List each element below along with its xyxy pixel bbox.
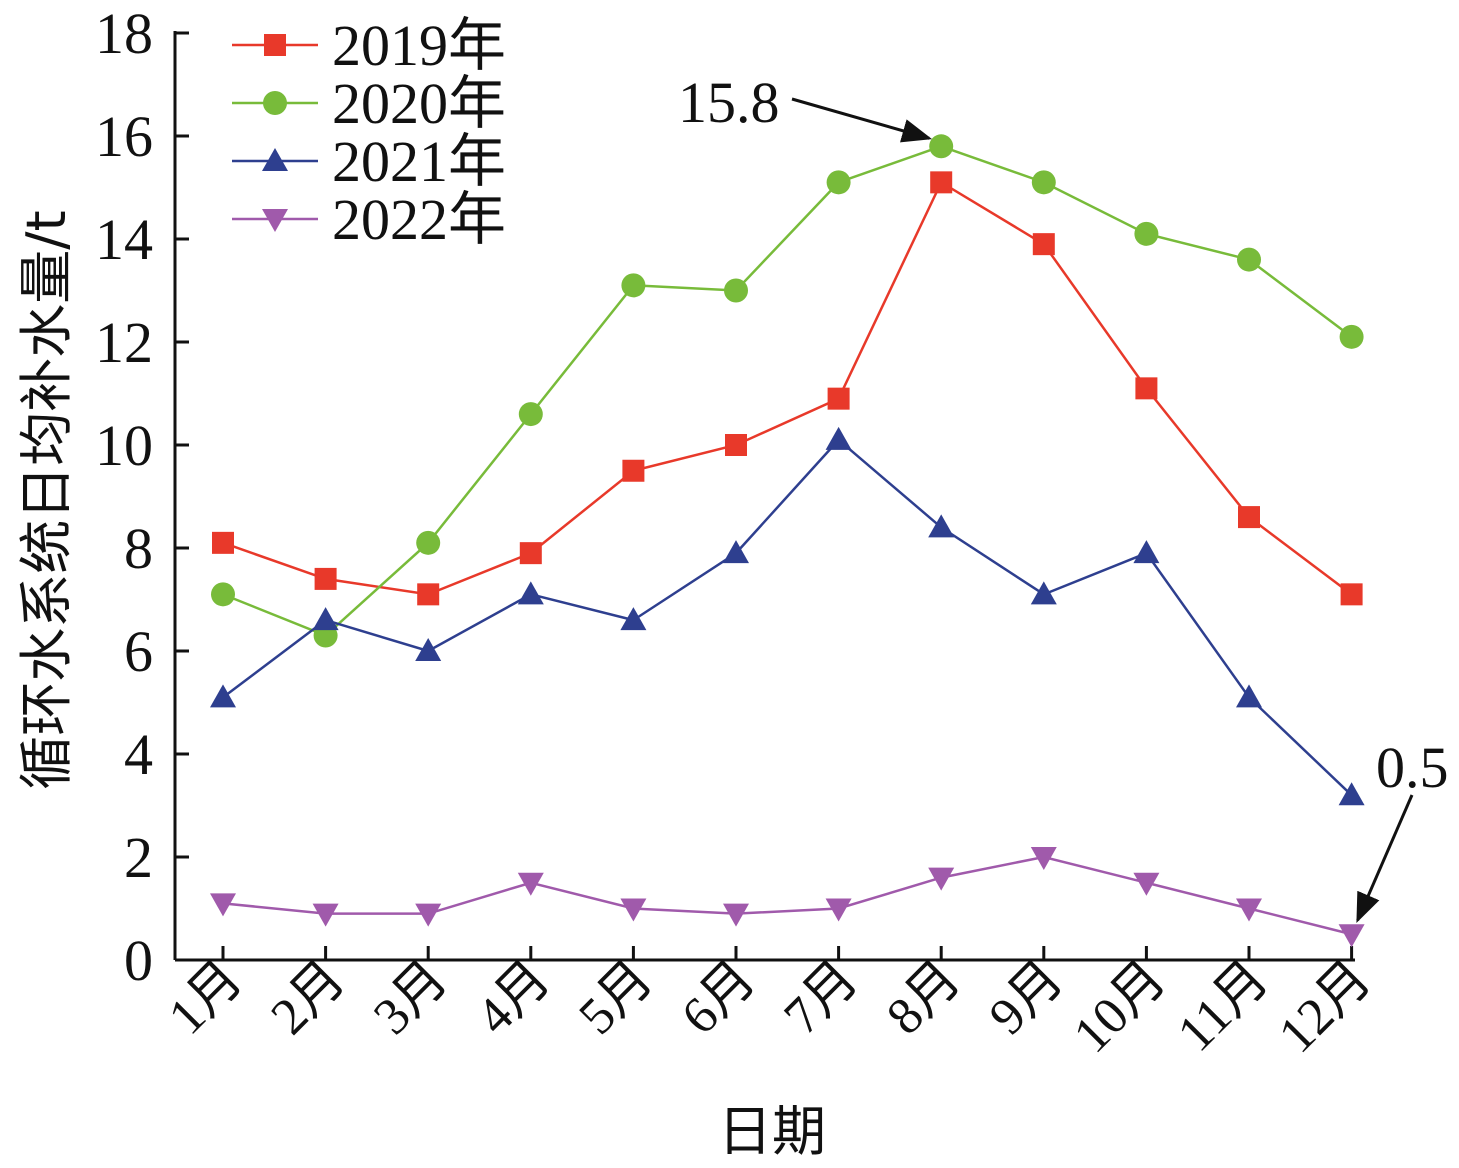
data-point xyxy=(210,893,236,917)
data-point xyxy=(1236,684,1262,708)
data-point xyxy=(212,531,234,554)
annotation-arrow xyxy=(791,97,933,143)
data-point xyxy=(415,903,442,927)
data-point xyxy=(1030,847,1057,870)
x-tick-label: 6月 xyxy=(671,950,766,1045)
series-1 xyxy=(211,134,1364,648)
data-point xyxy=(620,898,647,922)
series-0 xyxy=(212,171,1363,606)
legend-item-3: 2022年 xyxy=(232,187,506,252)
series-line-1 xyxy=(222,144,1353,638)
series-line-0 xyxy=(222,180,1353,596)
series-line-3 xyxy=(222,855,1352,936)
data-point xyxy=(417,583,440,606)
legend-label: 2021年 xyxy=(332,129,506,194)
x-tick-label: 10月 xyxy=(1063,950,1177,1064)
data-point xyxy=(312,607,339,631)
legend-label: 2019年 xyxy=(332,13,506,78)
legend-item-2: 2021年 xyxy=(232,129,506,194)
data-point xyxy=(415,638,442,661)
y-tick-label: 10 xyxy=(95,413,153,478)
data-point xyxy=(826,170,851,195)
data-point xyxy=(1338,782,1365,806)
annotation-label: 0.5 xyxy=(1376,735,1449,800)
legend-item-0: 2019年 xyxy=(232,13,506,78)
data-point xyxy=(1030,581,1057,605)
y-tick-label: 14 xyxy=(95,207,153,272)
data-point xyxy=(825,898,852,922)
legend-label: 2020年 xyxy=(332,71,506,136)
y-tick-label: 4 xyxy=(124,722,153,787)
legend-marker xyxy=(262,148,288,171)
legend-marker xyxy=(264,34,286,56)
y-tick-label: 16 xyxy=(95,104,153,169)
data-point xyxy=(1340,583,1363,606)
series-line-2 xyxy=(222,438,1353,797)
data-point xyxy=(827,387,850,410)
data-point xyxy=(1338,924,1365,948)
x-tick-label: 5月 xyxy=(568,950,663,1045)
data-point xyxy=(724,278,748,303)
legend-item-1: 2020年 xyxy=(232,71,506,136)
series-3 xyxy=(210,847,1365,948)
data-point xyxy=(825,426,852,450)
data-point xyxy=(725,434,747,456)
data-point xyxy=(210,684,236,708)
data-point xyxy=(416,530,441,555)
y-tick-label: 0 xyxy=(124,928,153,993)
data-point xyxy=(723,540,749,564)
series-2 xyxy=(210,426,1365,806)
data-point xyxy=(517,581,544,605)
x-tick-label: 9月 xyxy=(979,950,1074,1045)
legend-marker xyxy=(262,209,288,232)
data-point xyxy=(517,872,544,896)
x-tick-label: 3月 xyxy=(363,950,458,1045)
x-axis-title: 日期 xyxy=(718,1100,826,1163)
y-tick-label: 12 xyxy=(95,310,153,375)
x-tick-label: 2月 xyxy=(261,950,356,1045)
x-tick-label: 11月 xyxy=(1167,950,1279,1062)
legend-marker xyxy=(263,91,287,115)
data-point xyxy=(621,273,646,298)
data-point xyxy=(1133,872,1160,896)
data-point xyxy=(518,402,543,427)
data-point xyxy=(519,542,542,565)
annotation-arrow xyxy=(1356,794,1414,924)
annotation-label: 15.8 xyxy=(678,70,780,135)
legend-label: 2022年 xyxy=(332,187,506,252)
x-tick-label: 12月 xyxy=(1268,950,1382,1064)
data-point xyxy=(928,514,955,538)
x-tick-label: 4月 xyxy=(466,950,561,1045)
data-point xyxy=(928,867,955,891)
data-point xyxy=(312,903,339,927)
data-point xyxy=(929,134,954,159)
x-tick-label: 8月 xyxy=(876,950,971,1045)
data-point xyxy=(1238,506,1260,529)
data-point xyxy=(1339,324,1364,349)
data-point xyxy=(211,582,235,607)
y-tick-label: 8 xyxy=(124,516,153,581)
y-tick-label: 18 xyxy=(95,1,153,66)
data-point xyxy=(622,459,645,482)
x-tick-label: 7月 xyxy=(774,950,869,1045)
data-point xyxy=(1133,540,1160,564)
data-point xyxy=(1135,377,1158,400)
data-point xyxy=(620,607,647,631)
y-tick-label: 6 xyxy=(124,619,153,684)
data-point xyxy=(314,567,337,590)
data-point xyxy=(1031,170,1056,195)
data-point xyxy=(930,171,953,194)
y-tick-label: 2 xyxy=(124,825,153,890)
y-axis-title: 循环水系统日均补水量/t xyxy=(15,210,78,789)
data-point xyxy=(1237,247,1261,272)
data-point xyxy=(1236,898,1262,922)
x-tick-label: 1月 xyxy=(158,950,253,1045)
data-point xyxy=(723,903,749,927)
data-point xyxy=(1032,233,1055,256)
data-point xyxy=(1134,221,1159,246)
